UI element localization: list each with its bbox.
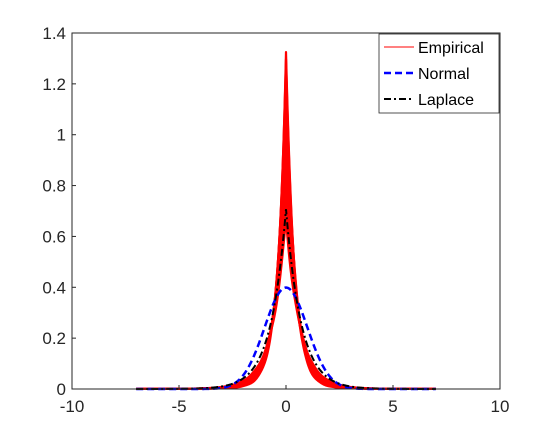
y-tick-label: 0.2 (42, 329, 66, 348)
y-tick-label: 1 (57, 126, 66, 145)
x-tick-label: 0 (281, 397, 290, 416)
axis-ticks: -10 -5 0 5 10 0 0.2 0.4 0.6 0.8 1 1.2 1.4 (42, 24, 509, 416)
x-tick-label: -10 (60, 397, 85, 416)
y-tick-label: 0.8 (42, 177, 66, 196)
x-tick-label: -5 (171, 397, 186, 416)
x-tick-label: 5 (388, 397, 397, 416)
y-tick-label: 0.6 (42, 227, 66, 246)
x-tick-label: 10 (491, 397, 510, 416)
y-tick-label: 1.2 (42, 75, 66, 94)
legend-label-laplace: Laplace (418, 92, 474, 109)
legend: Empirical Normal Laplace (378, 33, 500, 114)
y-tick-label: 0.4 (42, 278, 66, 297)
legend-label-empirical: Empirical (418, 40, 484, 57)
y-tick-label: 1.4 (42, 24, 66, 43)
legend-label-normal: Normal (418, 66, 470, 83)
y-tick-label: 0 (57, 380, 66, 399)
